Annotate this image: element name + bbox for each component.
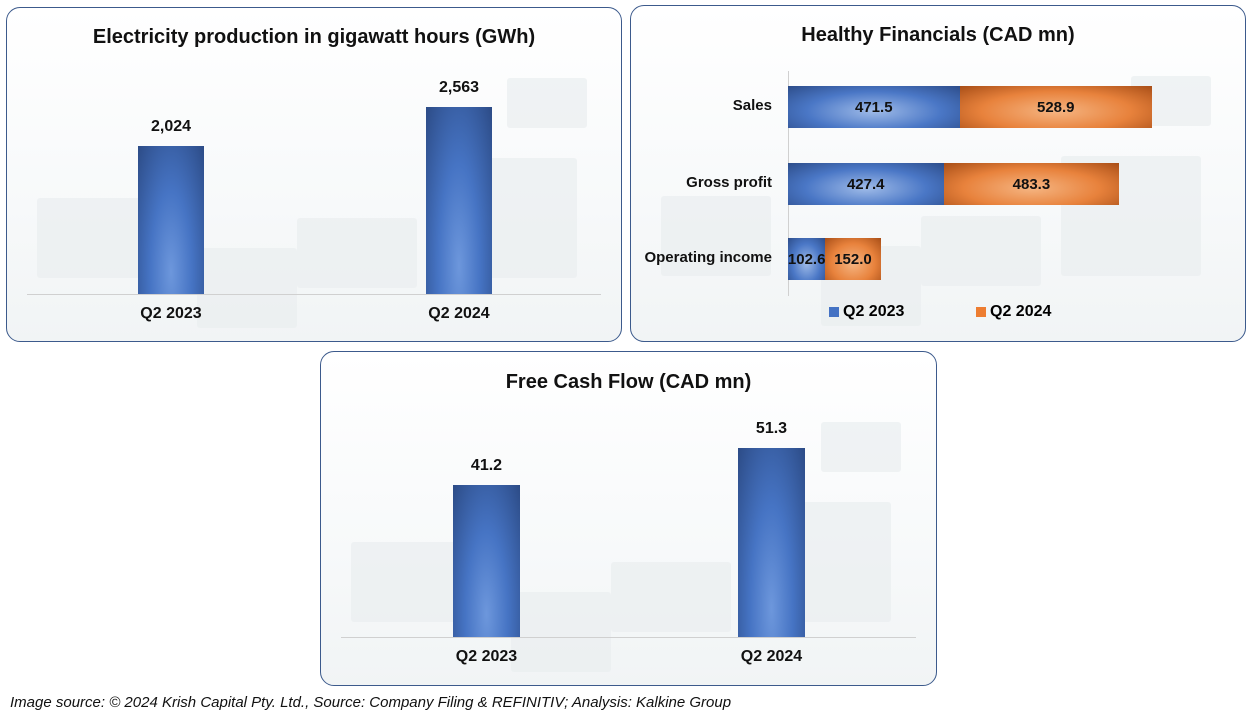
bar-segment-q2-2024: 152.0 (825, 238, 881, 280)
data-label: 51.3 (755, 420, 788, 438)
data-label: 2,024 (150, 118, 192, 136)
background-building (507, 78, 587, 128)
x-tick-label: Q2 2023 (455, 648, 518, 665)
bar-segment-q2-2023: 471.5 (788, 86, 960, 128)
bar-q2-2024 (426, 106, 492, 294)
background-building (821, 422, 901, 472)
bar-segment-q2-2023: 102.6 (788, 238, 825, 280)
y-tick-label: Sales (732, 97, 772, 114)
chart-title: Healthy Financials (CAD mn) (801, 24, 1075, 46)
background-building (661, 196, 771, 276)
x-tick-label: Q2 2024 (740, 648, 803, 665)
background-building (197, 248, 297, 328)
legend-label: Q2 2024 (990, 303, 1052, 320)
legend-swatch (976, 307, 986, 317)
x-axis-line (27, 294, 601, 295)
chart-title: Electricity production in gigawatt hours… (92, 26, 536, 48)
legend-swatch (829, 307, 839, 317)
background-building (611, 562, 731, 632)
y-tick-label: Gross profit (686, 174, 772, 191)
image-caption: Image source: © 2024 Krish Capital Pty. … (10, 694, 732, 711)
electricity-production-chart: Electricity production in gigawatt hours… (6, 7, 622, 342)
background-building (921, 216, 1041, 286)
bar-q2-2024 (738, 448, 805, 637)
x-tick-label: Q2 2023 (140, 305, 202, 322)
legend-item: Q2 2023 (829, 303, 904, 321)
legend-label: Q2 2023 (843, 303, 905, 320)
background-building (37, 198, 147, 278)
free-cash-flow-chart: Free Cash Flow (CAD mn) 41.2 Q2 2023 51.3 Q… (320, 351, 937, 686)
x-tick-label: Q2 2024 (428, 305, 490, 322)
data-label: 2,563 (438, 78, 480, 96)
y-tick-label: Operating income (644, 249, 772, 266)
bar-q2-2023 (138, 146, 204, 294)
x-axis-line (341, 637, 916, 638)
bar-q2-2023 (453, 485, 520, 637)
bar-segment-q2-2024: 483.3 (943, 163, 1120, 205)
bar-segment-q2-2023: 427.4 (788, 163, 944, 205)
background-building (297, 218, 417, 288)
legend-item: Q2 2024 (976, 303, 1051, 321)
background-building (351, 542, 461, 622)
healthy-financials-chart: Healthy Financials (CAD mn) Sales 471.5 52… (630, 5, 1246, 342)
data-label: 41.2 (470, 457, 503, 475)
chart-title: Free Cash Flow (CAD mn) (505, 371, 752, 393)
bar-segment-q2-2024: 528.9 (959, 86, 1152, 128)
background-building (511, 592, 611, 672)
